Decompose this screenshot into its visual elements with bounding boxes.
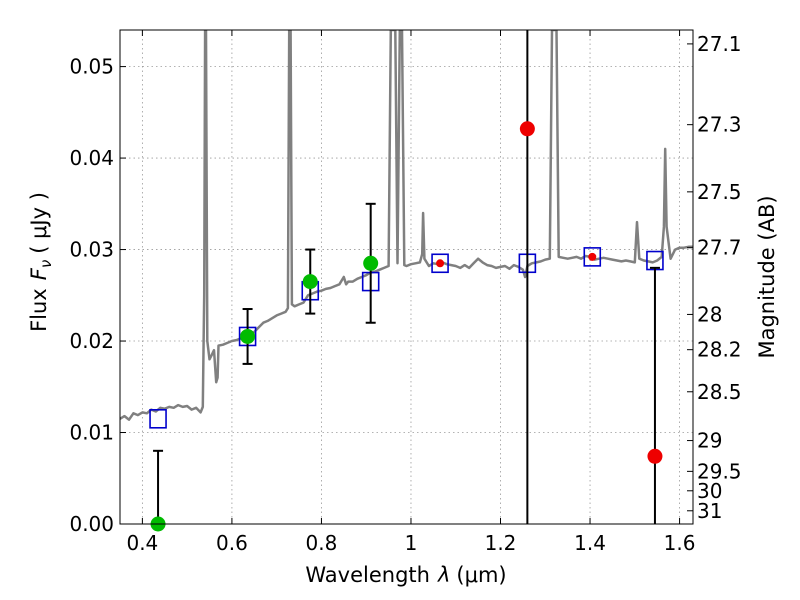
right-tick-label: 27.5: [697, 180, 742, 204]
observed-flux-point: [363, 255, 379, 271]
right-tick-label: 29: [697, 429, 722, 453]
y-tick-label: 0.01: [69, 421, 114, 445]
y-tick-label: 0.04: [69, 146, 114, 170]
right-tick-label: 28.5: [697, 380, 742, 404]
right-tick-label: 27.7: [697, 236, 742, 260]
right-tick-label: 28: [697, 302, 722, 326]
y-axis-title-prefix: Flux: [27, 288, 51, 332]
model-flux-marker: [431, 253, 449, 274]
x-axis-title-prefix: Wavelength: [305, 563, 430, 587]
y-axis-title-subscript: ν: [37, 260, 55, 268]
x-axis-title-symbol: λ: [437, 563, 450, 587]
x-tick-label: 1.4: [574, 531, 606, 555]
x-axis-title-unit: (μm): [456, 563, 506, 587]
right-tick-label: 28.2: [697, 338, 742, 362]
x-tick-label: 0.4: [126, 531, 158, 555]
right-tick-label: 27.1: [697, 32, 742, 56]
x-tick-label: 1.2: [485, 531, 517, 555]
y-axis-title-unit: ( μJy ): [27, 192, 51, 254]
x-tick-label: 1.6: [664, 531, 696, 555]
y-tick-label: 0.00: [69, 512, 114, 536]
right-tick-label: 27.3: [697, 113, 742, 137]
right-tick-label: 30: [697, 479, 722, 503]
right-tick-label: 31: [697, 499, 722, 523]
x-tick-label: 0.8: [306, 531, 338, 555]
plot-frame: [119, 29, 694, 525]
y-tick-label: 0.02: [69, 329, 114, 353]
axis-ticks: 0.4 0.6 0.8 1 1.2 1.4 1.6 0.00 0.01 0.02 0.03 0.04 0…: [69, 30, 742, 555]
y-axis-title-symbol: F: [27, 267, 51, 280]
marker-area: [149, 30, 664, 532]
model-flux-marker: [149, 408, 167, 429]
right-axis-title: Magnitude (AB): [755, 195, 779, 358]
y-axis-title: Flux Fν ( μJy ): [27, 192, 55, 332]
observed-flux-point-red: [588, 252, 597, 261]
y-tick-label: 0.03: [69, 238, 114, 262]
observed-flux-point: [240, 328, 256, 344]
x-tick-label: 1: [405, 531, 418, 555]
x-axis-title: Wavelength λ (μm): [305, 563, 506, 587]
right-tick-label: 29.5: [697, 459, 742, 483]
y-tick-label: 0.05: [69, 55, 114, 79]
observed-flux-point-red: [519, 121, 535, 137]
observed-flux-point: [302, 274, 318, 290]
plot-background: [120, 30, 693, 524]
model-flux-marker: [583, 247, 602, 267]
observed-flux-point-red: [647, 448, 663, 464]
observed-flux-point-red: [436, 259, 445, 268]
x-tick-label: 0.6: [216, 531, 248, 555]
